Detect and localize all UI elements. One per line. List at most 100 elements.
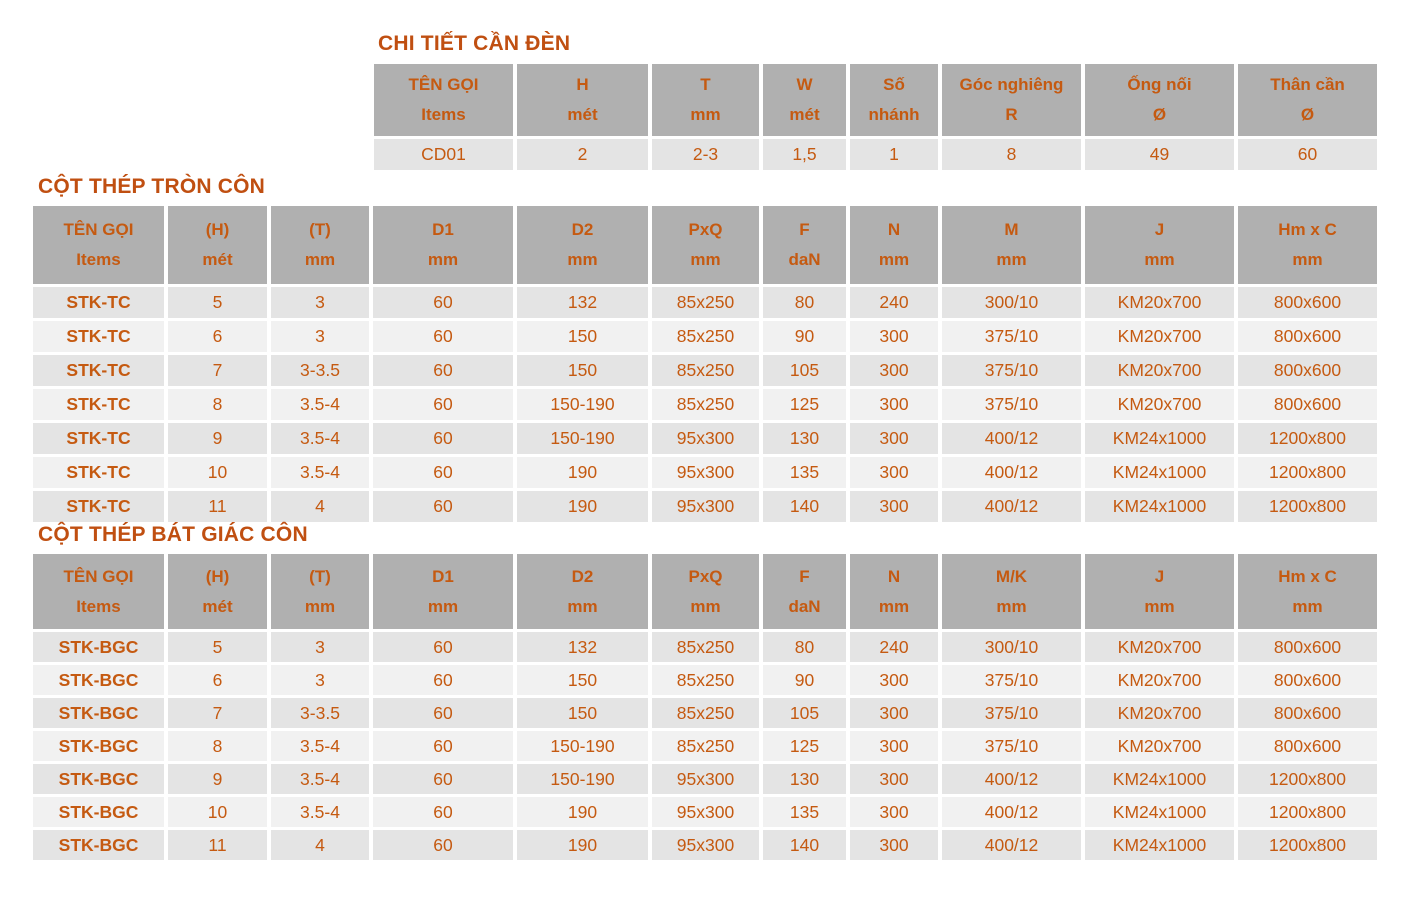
table-cell: 60 [373, 457, 513, 488]
table-cell: 800x600 [1238, 287, 1377, 318]
column-header-line1: TÊN GỌI [63, 220, 134, 240]
table-cell: 85x250 [652, 321, 759, 352]
table-cell: 1200x800 [1238, 491, 1377, 522]
column-header-line1: J [1154, 566, 1165, 586]
table-cell: 8 [942, 139, 1081, 170]
column-header-line1: D1 [432, 220, 454, 240]
table-cell: 300/10 [942, 632, 1081, 662]
column-header: PxQ mm [652, 554, 759, 629]
table-cell: KM24x1000 [1085, 764, 1234, 794]
table-cell: 80 [763, 632, 846, 662]
table-cell: 85x250 [652, 665, 759, 695]
column-header-line2: mm [427, 250, 459, 269]
table-cell: 95x300 [652, 491, 759, 522]
column-header: (H) mét [168, 554, 267, 629]
table-cell: 300 [850, 731, 938, 761]
table-cell: 60 [373, 491, 513, 522]
table-cell: 2-3 [652, 139, 759, 170]
column-header: TÊN GỌI Items [33, 206, 164, 284]
table-cell: 400/12 [942, 491, 1081, 522]
column-header-line2: mét [567, 105, 598, 124]
table-cell: 150-190 [517, 731, 648, 761]
table-cell: 240 [850, 287, 938, 318]
column-header-line2: mm [567, 596, 598, 616]
table-cell: 85x250 [652, 632, 759, 662]
table-cell: STK-BGC [33, 830, 164, 860]
table-cell: 1 [850, 139, 938, 170]
table-cell: STK-TC [33, 321, 164, 352]
column-header: Hm x C mm [1238, 206, 1377, 284]
table-cell: 300 [850, 764, 938, 794]
table-cell: 375/10 [942, 355, 1081, 386]
table-cell: 60 [373, 797, 513, 827]
table-cell: 150-190 [517, 389, 648, 420]
column-header: (T) mm [271, 554, 369, 629]
table-cell: 1200x800 [1238, 764, 1377, 794]
table-cell: 375/10 [942, 731, 1081, 761]
column-header: TÊN GỌI Items [33, 554, 164, 629]
table-cell: 190 [517, 830, 648, 860]
table-cell: 400/12 [942, 764, 1081, 794]
column-header-line2: mm [1144, 596, 1175, 616]
column-header-line2: mm [878, 250, 910, 269]
table-cell: 150-190 [517, 764, 648, 794]
table-cell: 240 [850, 632, 938, 662]
table-cell: 60 [373, 321, 513, 352]
table-cell: STK-BGC [33, 698, 164, 728]
table-cell: 95x300 [652, 797, 759, 827]
table-cell: 300 [850, 665, 938, 695]
column-header-line2: mm [996, 596, 1027, 616]
table-cell: 300 [850, 830, 938, 860]
table-cell: 132 [517, 632, 648, 662]
table-cell: 3.5-4 [271, 764, 369, 794]
table-cell: STK-TC [33, 355, 164, 386]
column-header-line1: N [887, 220, 901, 240]
column-header-line2: R [1005, 105, 1018, 124]
table-cell: 300 [850, 423, 938, 454]
column-header-line2: mm [690, 105, 721, 124]
table-cell: 1200x800 [1238, 457, 1377, 488]
table-cell: 150 [517, 355, 648, 386]
table-cell: 800x600 [1238, 321, 1377, 352]
column-header-line1: F [799, 566, 810, 586]
table-cell: 132 [517, 287, 648, 318]
table-cell: 300 [850, 797, 938, 827]
column-header-line2: Ø [1300, 105, 1315, 124]
table-cell: 300 [850, 457, 938, 488]
table-cell: KM20x700 [1085, 321, 1234, 352]
column-header: D2 mm [517, 206, 648, 284]
table-cell: 140 [763, 830, 846, 860]
table-cell: KM24x1000 [1085, 423, 1234, 454]
column-header: PxQ mm [652, 206, 759, 284]
column-header: TÊN GỌI Items [374, 64, 513, 136]
table-cell: 8 [168, 731, 267, 761]
table-cell: 300 [850, 698, 938, 728]
table-cell: 1200x800 [1238, 423, 1377, 454]
table-cell: 3.5-4 [271, 423, 369, 454]
table-cell: 3.5-4 [271, 457, 369, 488]
table-cell: 1200x800 [1238, 830, 1377, 860]
table-cell: 140 [763, 491, 846, 522]
column-header: D1 mm [373, 554, 513, 629]
table-cell: STK-BGC [33, 731, 164, 761]
table-cell: 60 [373, 632, 513, 662]
table-cell: 80 [763, 287, 846, 318]
table-cell: 375/10 [942, 389, 1081, 420]
table-cell: 105 [763, 355, 846, 386]
column-header-line2: mm [1144, 250, 1175, 269]
column-header: Góc nghiêng R [942, 64, 1081, 136]
table-cell: 90 [763, 665, 846, 695]
table-cell: 11 [168, 491, 267, 522]
column-header: M/K mm [942, 554, 1081, 629]
table-cell: 150 [517, 321, 648, 352]
column-header-line2: mm [1292, 250, 1323, 269]
column-header-line2: Items [421, 105, 466, 124]
column-header: Ống nối Ø [1085, 64, 1234, 136]
table-cell: 1200x800 [1238, 797, 1377, 827]
table-cell: 60 [373, 287, 513, 318]
table-cell: 375/10 [942, 698, 1081, 728]
table-cell: 85x250 [652, 287, 759, 318]
column-header-line1: H [576, 75, 589, 95]
